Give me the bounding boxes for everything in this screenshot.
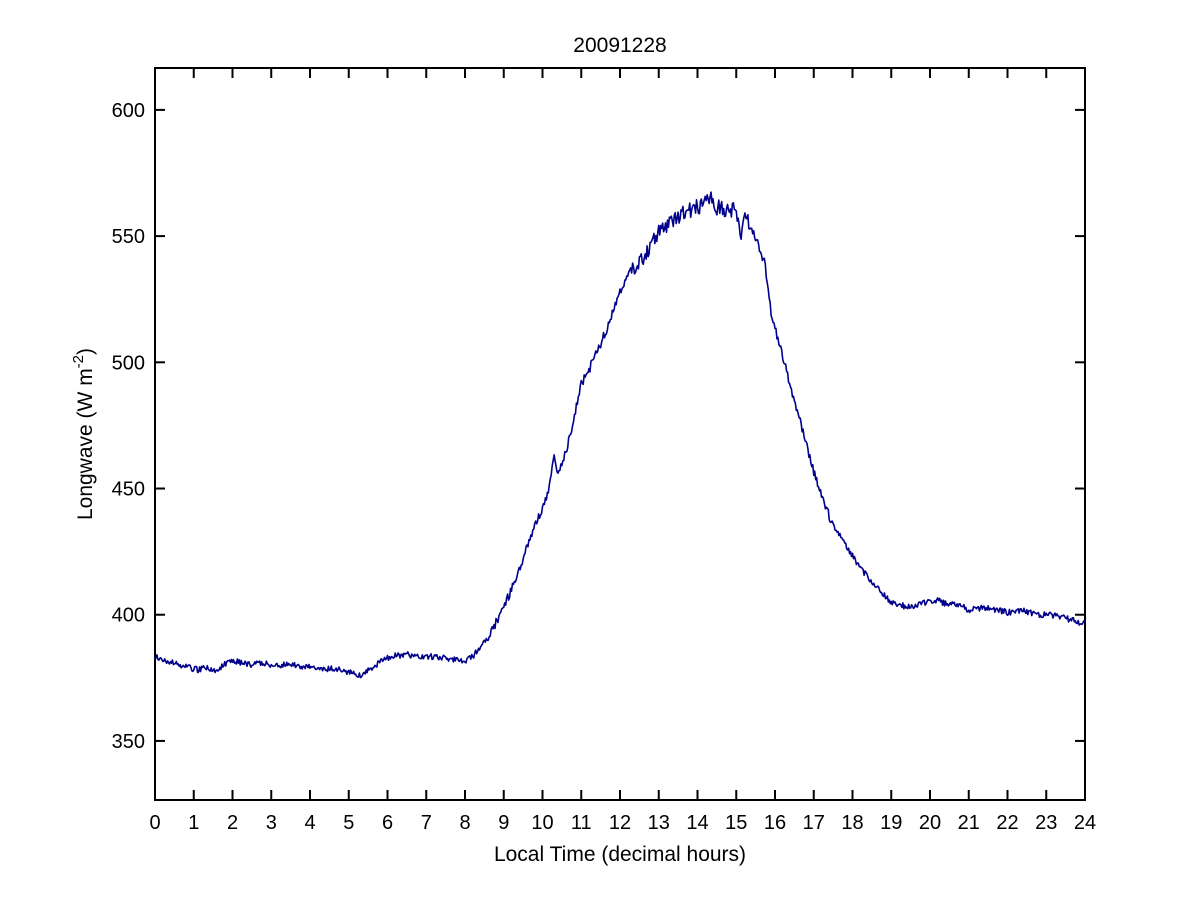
x-tick-label: 16 <box>764 812 786 834</box>
y-tick-label: 500 <box>112 352 145 374</box>
x-tick-label: 18 <box>841 812 863 834</box>
y-tick-label: 550 <box>112 226 145 248</box>
y-tick-label: 600 <box>112 100 145 122</box>
plot-box <box>154 67 1086 801</box>
x-tick-label: 5 <box>343 812 354 834</box>
y-tick-label: 450 <box>112 479 145 501</box>
x-tick-label: 15 <box>725 812 747 834</box>
data-line-longwave <box>154 191 1086 679</box>
x-tick-label: 19 <box>880 812 902 834</box>
x-tick-label: 3 <box>266 812 277 834</box>
chart-title: 20091228 <box>573 34 666 57</box>
x-tick-label: 11 <box>571 812 592 834</box>
x-tick-label: 12 <box>609 812 631 834</box>
x-tick-label: 17 <box>803 812 825 834</box>
x-tick-label: 14 <box>686 812 708 834</box>
y-axis: 350 400 450 500 550 600 <box>112 100 1085 753</box>
x-axis: 0 1 2 3 4 5 6 7 8 9 10 11 12 13 14 15 16 17 18 19 20 21 22 23 24 <box>149 68 1096 834</box>
x-tick-label: 1 <box>188 812 199 834</box>
x-tick-label: 22 <box>996 812 1018 834</box>
x-tick-label: 21 <box>958 812 980 834</box>
x-axis-label: Local Time (decimal hours) <box>494 843 746 866</box>
x-tick-label: 13 <box>648 812 670 834</box>
x-tick-label: 2 <box>227 812 238 834</box>
y-axis-label: Longwave (W m-2) <box>70 348 97 520</box>
x-tick-label: 7 <box>421 812 432 834</box>
x-tick-label: 4 <box>304 812 315 834</box>
x-tick-label: 6 <box>382 812 393 834</box>
x-tick-label: 8 <box>459 812 470 834</box>
x-tick-label: 0 <box>149 812 160 834</box>
y-tick-label: 400 <box>112 605 145 627</box>
x-tick-label: 10 <box>531 812 553 834</box>
x-tick-label: 20 <box>919 812 941 834</box>
x-tick-label: 23 <box>1035 812 1057 834</box>
x-tick-label: 24 <box>1074 812 1096 834</box>
x-tick-label: 9 <box>498 812 509 834</box>
y-tick-label: 350 <box>112 731 145 753</box>
